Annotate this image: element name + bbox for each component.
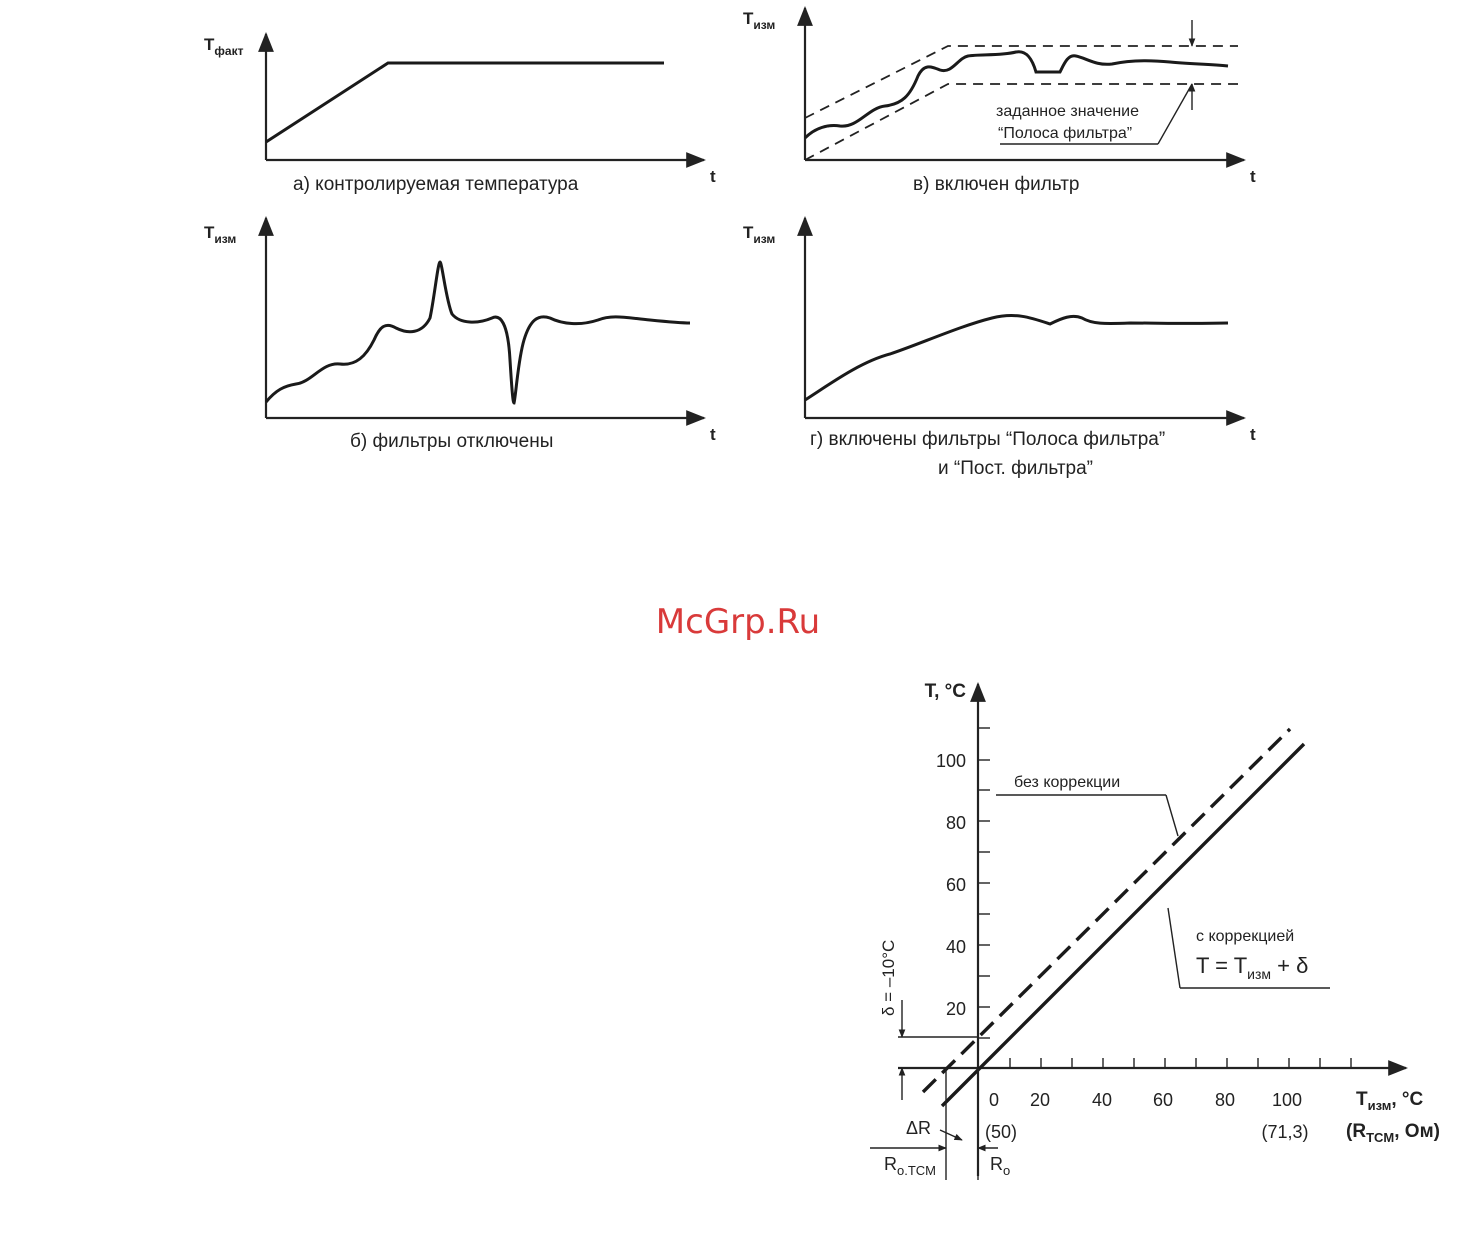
correction-xlabel-resistance: (RTCM, Ом) [1346, 1121, 1440, 1145]
panel-b-xlabel: t [710, 425, 716, 444]
panel-a-xlabel: t [710, 167, 716, 186]
panel-v-annotation-line2: “Полоса фильтра” [998, 125, 1132, 142]
r0-label: Ro [990, 1154, 1010, 1178]
correction-x-sub-left: (50) [985, 1122, 1017, 1142]
r0tcm-label: Ro.TCM [884, 1154, 936, 1178]
formula-with-correction: T = Tизм + δ [1196, 953, 1308, 982]
correction-y-tick-label: 40 [946, 937, 966, 957]
delta-r-label: ΔR [906, 1118, 931, 1138]
correction-y-ticks [978, 727, 990, 1039]
panel-v-band-upper [804, 45, 1238, 119]
leader-without-correction-tail [1165, 794, 1179, 837]
correction-x-sub-right: (71,3) [1261, 1122, 1308, 1142]
leader-with-correction-tail [1167, 907, 1181, 989]
panel-v-curve [803, 50, 1229, 140]
panel-a-curve [265, 61, 664, 144]
panel-a-caption: а) контролируемая температура [293, 174, 579, 195]
panel-v-caption: в) включен фильтр [913, 174, 1080, 195]
correction-x-tick-label: 60 [1153, 1090, 1173, 1110]
correction-ylabel: T, °C [925, 681, 967, 702]
panel-b: Tизм t б) фильтры отключены [204, 216, 716, 452]
label-without-correction: без коррекции [1014, 774, 1120, 791]
panel-a-ylabel: Tфакт [204, 35, 244, 58]
panel-b-caption: б) фильтры отключены [350, 431, 553, 452]
panel-v-band-lower [804, 83, 1238, 161]
line-with-correction [940, 742, 1306, 1108]
panel-v-annotation-line1: заданное значение [996, 103, 1139, 120]
correction-chart: 20 40 60 80 100 0 20 40 60 80 100 (50) (… [870, 681, 1440, 1180]
correction-x-ticks [1009, 1058, 1352, 1068]
panel-g-caption-line2: и “Пост. фильтра” [938, 458, 1093, 479]
line-without-correction [921, 727, 1292, 1094]
panel-v-ylabel: Tизм [743, 9, 775, 32]
panel-b-ylabel: Tизм [204, 223, 236, 246]
correction-x-tick-label: 80 [1215, 1090, 1235, 1110]
panel-v-xlabel: t [1250, 167, 1256, 186]
panel-g-caption-line1: г) включены фильтры “Полоса фильтра” [810, 429, 1165, 450]
delta-label: δ = –10°C [879, 940, 898, 1016]
correction-y-tick-label: 20 [946, 999, 966, 1019]
panel-g: Tизм t г) включены фильтры “Полоса фильт… [743, 216, 1256, 479]
correction-y-tick-label: 80 [946, 813, 966, 833]
delta-r-leader [939, 1129, 963, 1141]
label-with-correction: с коррекцией [1196, 928, 1294, 945]
panel-g-curve [804, 314, 1229, 402]
panel-v-leader-line [1157, 83, 1193, 145]
correction-x-tick-label: 0 [989, 1090, 999, 1110]
correction-y-tick-label: 100 [936, 751, 966, 771]
watermark: McGrp.Ru [656, 602, 820, 642]
correction-y-tick-label: 60 [946, 875, 966, 895]
panel-g-ylabel: Tизм [743, 223, 775, 246]
panel-b-curve [264, 260, 691, 405]
correction-x-tick-label: 40 [1092, 1090, 1112, 1110]
panel-g-xlabel: t [1250, 425, 1256, 444]
correction-x-tick-label: 100 [1272, 1090, 1302, 1110]
correction-xlabel: Tизм, °C [1356, 1089, 1424, 1113]
panel-a: Tфакт t а) контролируемая температура [204, 32, 716, 195]
panel-v: заданное значение “Полоса фильтра” Tизм … [743, 6, 1256, 195]
correction-x-tick-label: 20 [1030, 1090, 1050, 1110]
